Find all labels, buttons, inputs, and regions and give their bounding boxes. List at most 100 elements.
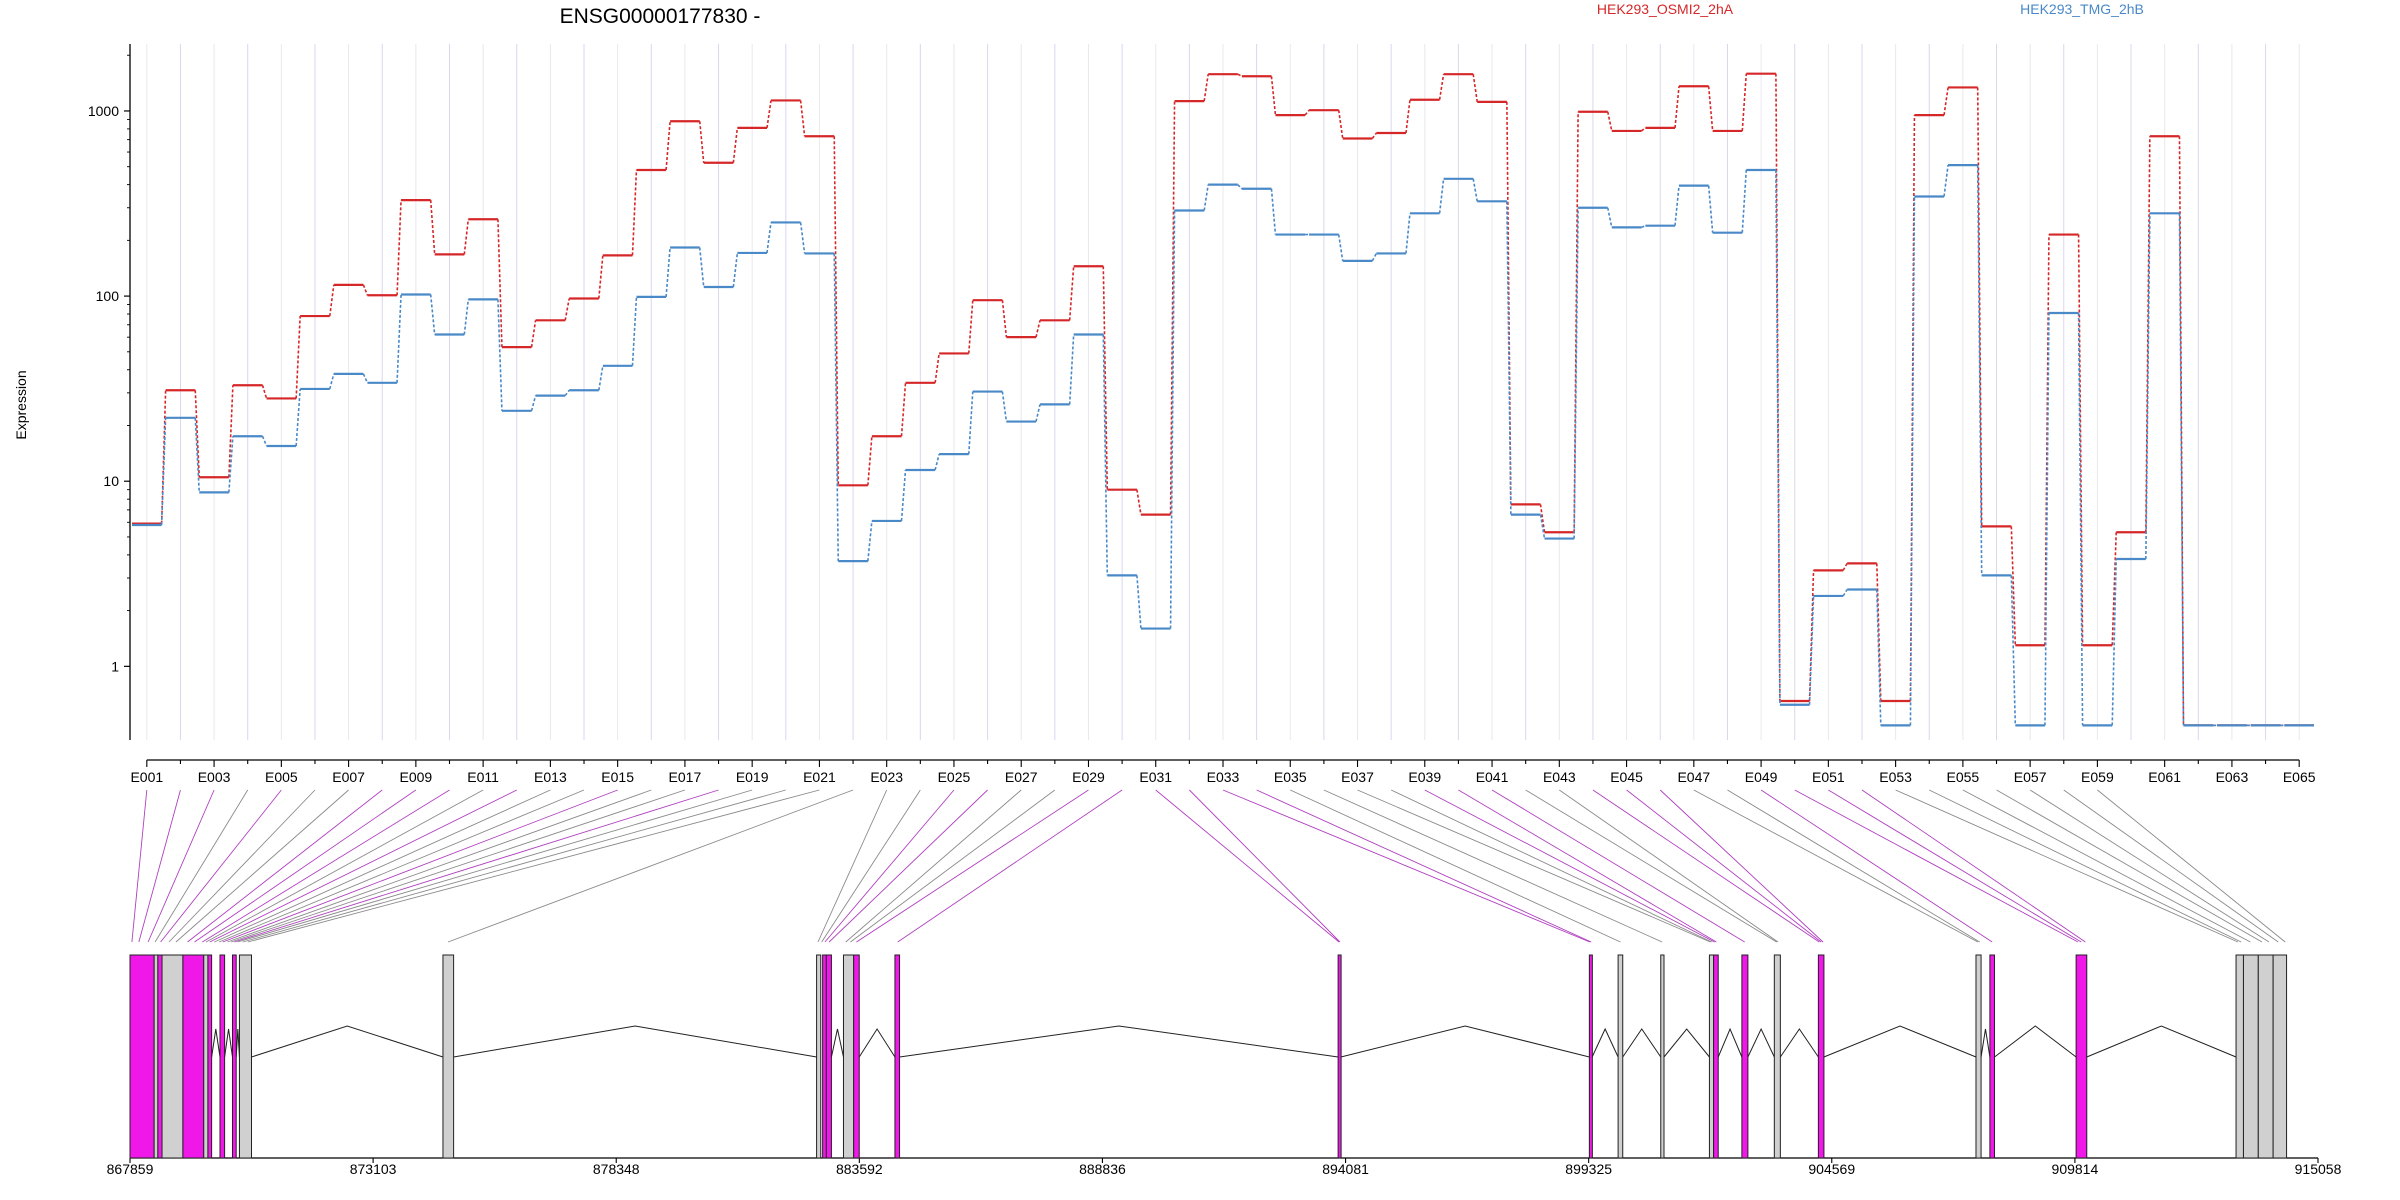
coding-exon bbox=[1741, 954, 1749, 1159]
series-connector bbox=[261, 435, 268, 447]
x-tick-label: E023 bbox=[870, 769, 903, 785]
series-connector bbox=[1405, 213, 1411, 254]
x-tick-label: E021 bbox=[803, 769, 836, 785]
x-tick-label: E047 bbox=[1677, 769, 1710, 785]
intron-line bbox=[1663, 1028, 1710, 1058]
x-tick-label: E057 bbox=[2014, 769, 2047, 785]
axes: 1 10 100 1000 E001 E003 E005 E007 E009 E011 E013 E0… bbox=[88, 44, 2316, 785]
coding-exon bbox=[2075, 954, 2088, 1159]
coding-exon bbox=[822, 954, 827, 1159]
coding-exon bbox=[207, 954, 213, 1159]
intron-line bbox=[224, 1028, 233, 1058]
exon-connector bbox=[1895, 789, 2239, 943]
series-connector bbox=[463, 219, 470, 255]
exon-connector bbox=[194, 789, 417, 943]
series-connector bbox=[867, 520, 873, 562]
exon-connector bbox=[1424, 789, 1715, 943]
series-connector bbox=[1943, 87, 1949, 116]
x-tick-label: E013 bbox=[534, 769, 567, 785]
series-connector bbox=[732, 127, 739, 163]
x-tick-label: E059 bbox=[2081, 769, 2114, 785]
series-connector bbox=[967, 391, 974, 455]
noncoding-exon bbox=[203, 954, 209, 1159]
series-connector bbox=[1035, 404, 1041, 422]
series-connector bbox=[530, 395, 537, 412]
noncoding-exon bbox=[1708, 954, 1715, 1159]
series-connector bbox=[1808, 595, 1815, 705]
series-connector bbox=[2178, 213, 2185, 726]
series-connector bbox=[799, 100, 806, 137]
series-connector bbox=[463, 299, 470, 335]
intron-line bbox=[1591, 1027, 1619, 1058]
series-connector bbox=[1405, 99, 1411, 134]
exon-connector bbox=[227, 789, 652, 943]
noncoding-exon bbox=[2235, 954, 2244, 1159]
x-tick-label: E003 bbox=[198, 769, 231, 785]
series-connector bbox=[1539, 514, 1546, 539]
genome-tick-label: 904569 bbox=[1808, 1161, 1855, 1177]
intron-line bbox=[830, 1028, 844, 1058]
series-connector bbox=[564, 389, 570, 397]
series-connector bbox=[1976, 165, 1983, 576]
x-tick-label: E009 bbox=[400, 769, 433, 785]
series-connector bbox=[1371, 132, 1377, 139]
series-connector bbox=[1707, 185, 1714, 233]
coding-exon bbox=[182, 954, 205, 1159]
series-connector bbox=[1337, 234, 1344, 261]
x-tick-label: E005 bbox=[265, 769, 298, 785]
series-connector bbox=[1438, 178, 1445, 214]
series-connector bbox=[1001, 300, 1008, 338]
noncoding-exon bbox=[842, 954, 855, 1159]
x-tick-label: E051 bbox=[1812, 769, 1845, 785]
x-tick-label: E029 bbox=[1072, 769, 1105, 785]
exon-connector bbox=[214, 789, 551, 943]
series-connector bbox=[1909, 196, 1916, 726]
series-connector bbox=[934, 453, 940, 471]
exon-connector bbox=[138, 789, 181, 943]
series-connector bbox=[1237, 184, 1243, 190]
series-connector bbox=[1506, 201, 1512, 515]
noncoding-exon bbox=[161, 954, 184, 1159]
series-connector bbox=[766, 222, 772, 254]
series-connector bbox=[598, 255, 604, 299]
noncoding-exon bbox=[1773, 954, 1781, 1159]
series-connector bbox=[160, 417, 167, 526]
x-tick-label: E031 bbox=[1139, 769, 1172, 785]
intron-line bbox=[2086, 1025, 2237, 1058]
series-connector bbox=[698, 121, 705, 163]
series-connector bbox=[1674, 185, 1680, 226]
exon-connector bbox=[821, 789, 921, 943]
intron-line bbox=[1747, 1027, 1775, 1058]
x-tick-label: E041 bbox=[1476, 769, 1509, 785]
exon-connector bbox=[202, 789, 450, 943]
series-connector bbox=[631, 169, 638, 256]
x-tick-label: E033 bbox=[1207, 769, 1240, 785]
series-connector bbox=[1203, 184, 1209, 211]
exon-connector bbox=[1222, 789, 1590, 943]
x-tick-label: E019 bbox=[736, 769, 769, 785]
exon-connector bbox=[1659, 789, 1824, 943]
coding-exon bbox=[157, 954, 163, 1159]
series-connector bbox=[665, 247, 671, 297]
exon-connector bbox=[1390, 789, 1712, 943]
coding-exon bbox=[1713, 954, 1719, 1159]
noncoding-exon bbox=[1617, 954, 1624, 1159]
x-tick-label: E001 bbox=[130, 769, 163, 785]
y-tick-label: 100 bbox=[96, 288, 120, 304]
exon-connector bbox=[160, 789, 282, 943]
series-connector bbox=[497, 219, 503, 348]
intron-line bbox=[1340, 1025, 1590, 1058]
series-connector bbox=[1606, 207, 1613, 228]
exon-connector bbox=[845, 789, 1022, 943]
x-tick-label: E037 bbox=[1341, 769, 1374, 785]
noncoding-exon bbox=[238, 954, 253, 1159]
exon-connector bbox=[817, 789, 888, 943]
exon-connector bbox=[856, 789, 1089, 943]
series-connector bbox=[900, 469, 907, 522]
exon-connector bbox=[1929, 789, 2242, 943]
series-connector bbox=[1707, 86, 1714, 132]
intron-line bbox=[1717, 1027, 1743, 1058]
coding-exon bbox=[219, 954, 226, 1159]
exon-connector bbox=[1559, 789, 1779, 943]
